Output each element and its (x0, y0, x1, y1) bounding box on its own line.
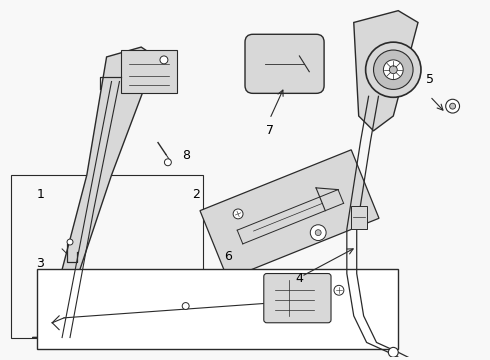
Polygon shape (354, 11, 418, 131)
Circle shape (389, 347, 398, 357)
Text: 5: 5 (426, 73, 434, 86)
Circle shape (450, 103, 456, 109)
Bar (122, 50, 177, 93)
Bar (351, 206, 367, 229)
Text: 6: 6 (224, 250, 232, 263)
Circle shape (366, 42, 421, 97)
Circle shape (390, 66, 397, 74)
Circle shape (373, 50, 413, 89)
Circle shape (315, 230, 321, 235)
FancyBboxPatch shape (245, 34, 324, 93)
Circle shape (383, 60, 403, 80)
FancyBboxPatch shape (264, 274, 331, 323)
Polygon shape (32, 47, 156, 338)
Text: 3: 3 (36, 257, 44, 270)
Text: 1: 1 (36, 188, 44, 201)
Circle shape (310, 225, 326, 240)
Text: 7: 7 (266, 124, 274, 137)
Bar (37, 269, 398, 349)
Bar (11, 175, 203, 338)
Text: 2: 2 (192, 188, 199, 201)
Circle shape (165, 159, 172, 166)
Circle shape (446, 99, 460, 113)
Circle shape (160, 56, 168, 64)
Text: 8: 8 (182, 149, 190, 162)
Text: 4: 4 (295, 272, 303, 285)
Circle shape (334, 285, 344, 295)
Circle shape (233, 209, 243, 219)
Polygon shape (200, 150, 379, 279)
Circle shape (182, 302, 189, 310)
Circle shape (67, 239, 73, 245)
